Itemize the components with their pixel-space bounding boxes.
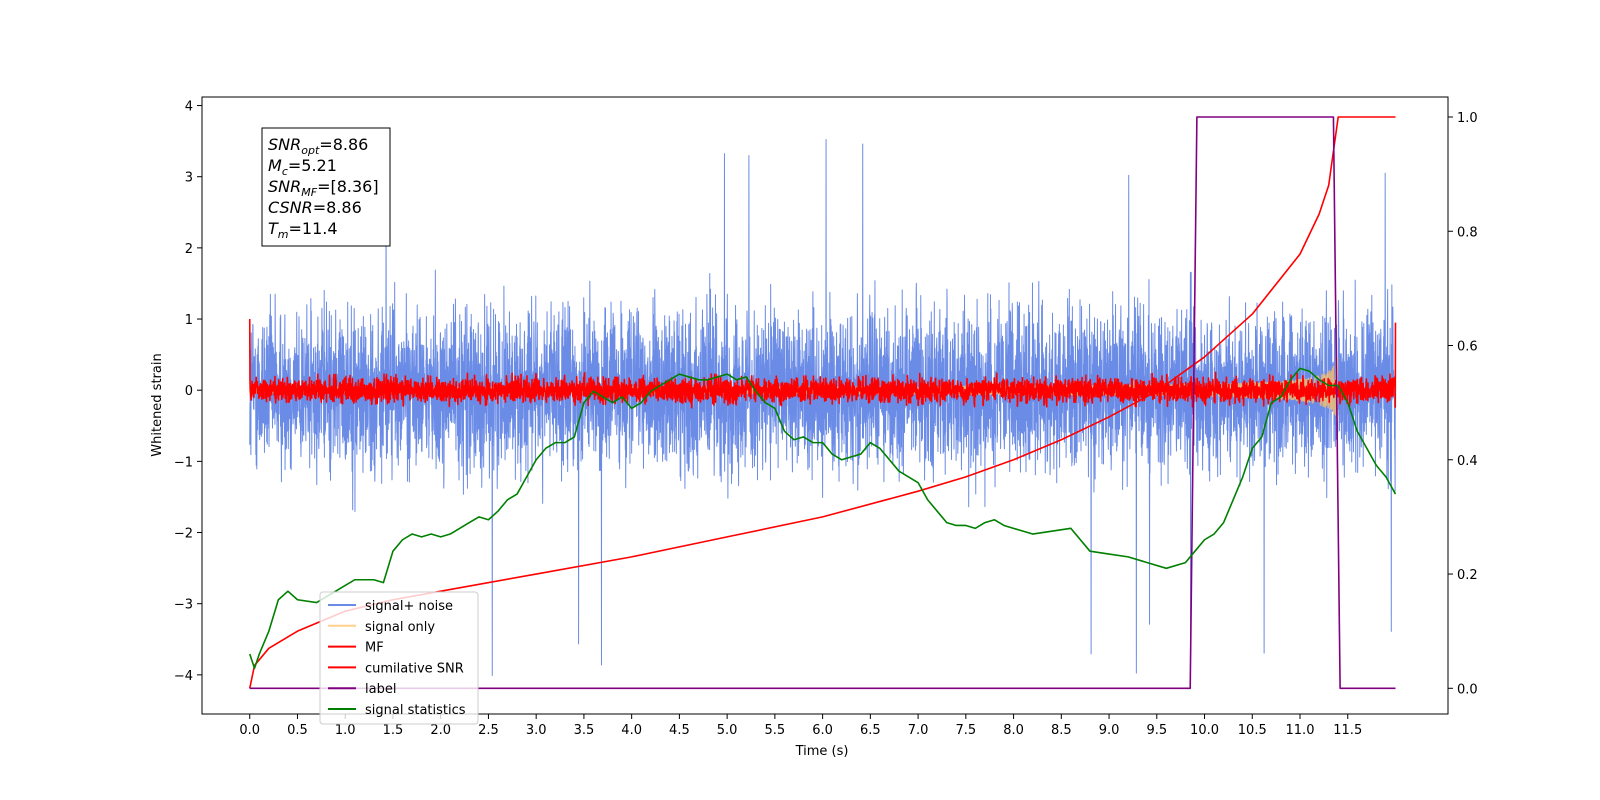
y-tick-label: 1 [185,313,193,328]
legend-label: signal+ noise [365,599,453,614]
y-axis-label: Whitened strain [150,353,165,456]
y-tick-label: 2 [185,242,193,257]
x-tick-label: 1.0 [335,723,356,738]
x-tick-label: 9.0 [1099,723,1120,738]
series-mf [248,319,1397,409]
annotation-line: Tm=11.4 [268,219,338,241]
x-tick-label: 0.5 [287,723,308,738]
x-tick-label: 7.0 [908,723,929,738]
annotation-line: Mc=5.21 [268,156,337,178]
y-right-tick-label: 0.4 [1457,454,1478,469]
x-axis: 0.0 0.5 1.0 1.5 2.0 2.5 3.0 3.5 4.0 4.5 5.0 5.5 6.0 6… [239,714,1362,738]
x-tick-label: 10.5 [1238,723,1267,738]
y-right-tick-label: 0.6 [1457,340,1478,355]
series-signal-noise [249,139,1396,677]
series-signal-statistics [248,367,1397,670]
x-axis-label: Time (s) [795,744,849,759]
x-tick-label: 5.5 [765,723,786,738]
x-tick-label: 0.0 [239,723,260,738]
y-tick-label: −1 [174,455,193,470]
y-right-tick-label: 0.2 [1457,568,1478,583]
series-label [249,116,1396,690]
y-tick-label: −3 [174,598,193,613]
x-tick-label: 4.0 [621,723,642,738]
y-tick-label: 0 [185,384,193,399]
x-tick-label: 10.0 [1190,723,1219,738]
plot-frame [201,96,1449,715]
y-right-tick-label: 0.0 [1457,682,1478,697]
x-tick-label: 7.5 [955,723,976,738]
legend-label: signal only [365,620,435,635]
annotation-line: SNRopt=8.86 [268,135,368,157]
x-tick-label: 3.5 [574,723,595,738]
x-tick-label: 2.5 [478,723,499,738]
y-right-tick-label: 1.0 [1457,111,1478,126]
annotation-line: CSNR=8.86 [268,198,362,217]
y-right-tick-label: 0.8 [1457,225,1478,240]
x-tick-label: 2.0 [430,723,451,738]
legend: signal+ noise signal only MF cumilative SNR… [319,591,479,725]
x-tick-label: 8.0 [1003,723,1024,738]
legend-label: signal statistics [365,703,466,718]
x-tick-label: 11.0 [1286,723,1315,738]
x-tick-label: 11.5 [1333,723,1362,738]
x-tick-label: 4.5 [669,723,690,738]
y-axis-left: 4 3 2 1 0 −1 −2 −3 −4 [174,100,202,684]
x-tick-label: 8.5 [1051,723,1072,738]
y-tick-label: 3 [185,171,193,186]
x-tick-label: 6.5 [860,723,881,738]
y-axis-right: 1.0 0.8 0.6 0.4 0.2 0.0 [1448,111,1478,697]
legend-frame [319,591,479,725]
y-tick-label: 4 [185,100,193,115]
y-tick-label: −4 [174,669,193,684]
x-tick-label: 3.0 [526,723,547,738]
legend-label: cumilative SNR [365,661,464,676]
x-tick-label: 6.0 [812,723,833,738]
x-tick-label: 5.0 [717,723,738,738]
legend-label: MF [365,641,384,656]
x-tick-label: 9.5 [1146,723,1167,738]
y-tick-label: −2 [174,527,193,542]
x-tick-label: 1.5 [383,723,404,738]
annotation-line: SNRMF=[8.36] [268,177,379,199]
legend-label: label [365,682,396,697]
annotation-frame [261,127,391,247]
